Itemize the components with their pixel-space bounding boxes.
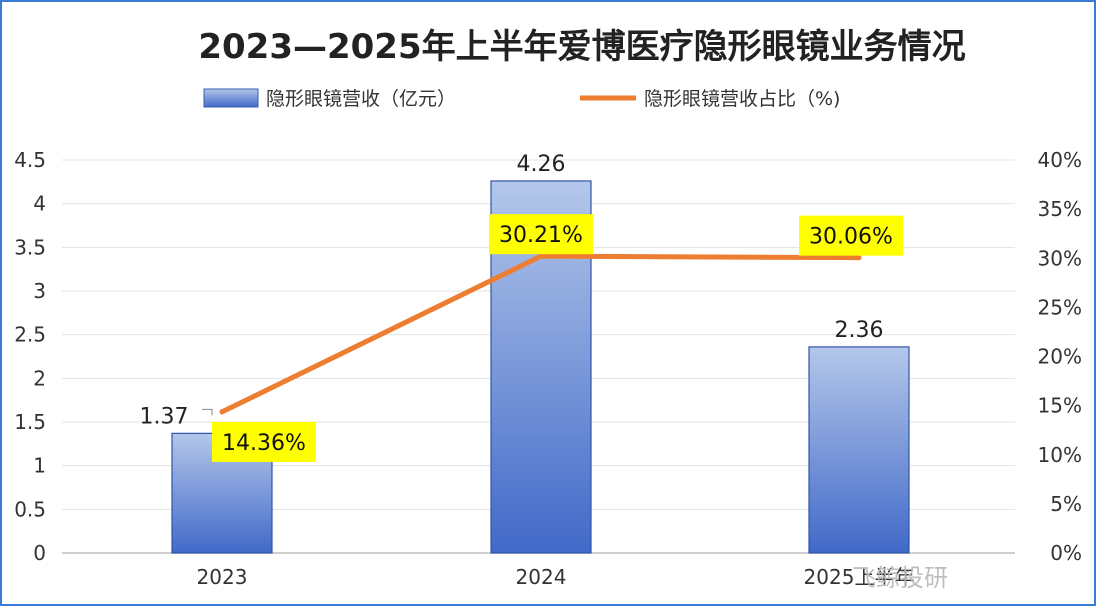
category-label: 2025上半年 [804, 565, 915, 589]
legend-bar-label: 隐形眼镜营收（亿元） [266, 88, 456, 110]
bar-value-label: 2.36 [835, 318, 884, 343]
left-tick-label: 4 [33, 192, 46, 216]
line-data-labels: 14.36% 30.21% 30.06% [212, 214, 903, 462]
percent-value-label: 30.21% [499, 223, 583, 248]
line-point-2023 [219, 409, 225, 415]
right-tick-label: 15% [1038, 394, 1082, 418]
left-tick-label: 1 [33, 454, 46, 478]
right-tick-label: 5% [1050, 492, 1082, 516]
right-tick-label: 30% [1038, 246, 1082, 270]
bar-value-label: 1.37 [140, 404, 189, 429]
percent-label-highlight [212, 421, 316, 462]
left-tick-label: 0.5 [14, 497, 46, 521]
line-point-2025上半年 [856, 255, 862, 261]
right-tick-label: 20% [1038, 345, 1082, 369]
left-tick-label: 2.5 [14, 323, 46, 347]
line-series [219, 253, 862, 415]
left-tick-label: 0 [33, 541, 46, 565]
category-label: 2023 [197, 565, 248, 589]
bar-value-label: 4.26 [517, 152, 566, 177]
chart-title: 2023—2025年上半年爱博医疗隐形眼镜业务情况 [198, 27, 965, 67]
left-tick-label: 1.5 [14, 410, 46, 434]
left-tick-label: 4.5 [14, 148, 46, 172]
bar-data-labels: 1.37 4.26 2.36 [140, 152, 884, 429]
watermark-text: 飞鲸投研 [852, 564, 948, 592]
left-axis-ticks: 0 0.5 1 1.5 2 2.5 3 3.5 4 4.5 [14, 148, 46, 565]
legend-bar-swatch [203, 88, 259, 108]
percent-label-highlight [799, 215, 903, 256]
right-tick-label: 35% [1038, 197, 1082, 221]
percent-value-label: 14.36% [222, 431, 306, 456]
right-tick-label: 10% [1038, 443, 1082, 467]
bar-label-leader [202, 408, 213, 416]
line-point-2024 [538, 253, 544, 259]
percent-value-label: 30.06% [809, 225, 893, 250]
right-axis-ticks: 0% 5% 10% 15% 20% 25% 30% 35% 40% [1038, 148, 1082, 565]
bar-2025上半年 [808, 346, 910, 554]
category-label: 2024 [516, 565, 567, 589]
percent-label-highlight [489, 214, 593, 255]
right-tick-label: 25% [1038, 295, 1082, 319]
right-tick-label: 0% [1050, 541, 1082, 565]
left-tick-label: 3 [33, 279, 46, 303]
left-tick-label: 2 [33, 366, 46, 390]
legend-line-label: 隐形眼镜营收占比（%) [644, 88, 840, 110]
category-labels: 2023 2024 2025上半年 [197, 565, 915, 589]
left-tick-label: 3.5 [14, 235, 46, 259]
right-tick-label: 40% [1038, 148, 1082, 172]
